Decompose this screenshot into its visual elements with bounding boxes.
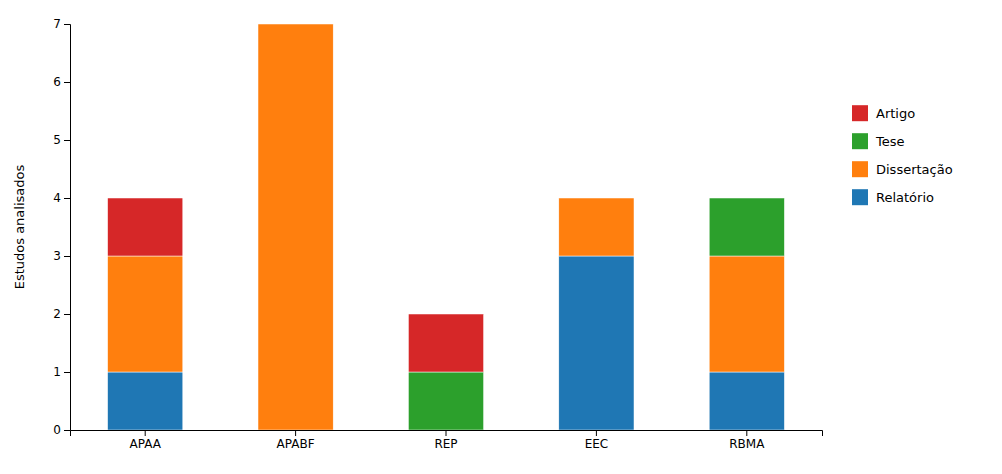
tick: 6	[53, 75, 70, 89]
tick-label: 4	[53, 191, 61, 205]
tick-label: 1	[53, 365, 61, 379]
bar	[258, 24, 333, 25]
bar	[408, 314, 483, 372]
tick-mark	[64, 430, 70, 431]
bars	[108, 24, 785, 430]
tick-label: REP	[434, 437, 457, 451]
legend-label: Tese	[875, 134, 905, 149]
tick-label: 3	[53, 249, 61, 263]
bar	[559, 256, 634, 430]
tick-label: EEC	[585, 437, 609, 451]
tick: RBMA	[729, 430, 765, 451]
tick-mark	[64, 314, 70, 315]
legend-label: Artigo	[876, 106, 915, 121]
tick-label: 2	[53, 307, 61, 321]
bar	[559, 198, 634, 199]
tick: APAA	[129, 430, 161, 451]
legend-item: Dissertação	[852, 161, 953, 177]
legend: Artigo Tese Dissertação Relatório	[852, 105, 953, 205]
series	[108, 256, 785, 430]
bar	[709, 372, 784, 430]
legend-item: Relatório	[852, 189, 934, 205]
tick-label: RBMA	[729, 437, 765, 451]
bar	[559, 198, 634, 256]
bar	[709, 198, 784, 256]
legend-swatch	[852, 105, 868, 121]
bar	[108, 372, 183, 430]
tick-label: 5	[53, 133, 61, 147]
plot: APAA APABF REP EEC RBMA 0 1 2 3 4 5 6 7 Estudos anali…	[12, 17, 823, 450]
series	[408, 198, 784, 430]
y-axis: 0 1 2 3 4 5 6 7	[53, 17, 70, 437]
tick: 5	[53, 133, 70, 147]
legend-label: Dissertação	[876, 162, 953, 177]
series	[108, 198, 484, 372]
bar	[709, 256, 784, 372]
legend-item: Artigo	[852, 105, 915, 121]
tick-mark	[64, 256, 70, 257]
legend-swatch	[852, 161, 868, 177]
legend-swatch	[852, 189, 868, 205]
tick: 3	[53, 249, 70, 263]
tick-label: APABF	[277, 437, 315, 451]
series	[108, 24, 785, 430]
tick-label: 0	[53, 423, 61, 437]
bar	[258, 24, 333, 430]
tick-mark	[64, 140, 70, 141]
tick: 0	[53, 423, 70, 437]
axis-line	[71, 431, 823, 437]
tick-mark	[64, 24, 70, 25]
x-axis: APAA APABF REP EEC RBMA	[71, 430, 823, 451]
axis-line	[64, 25, 71, 431]
bar	[559, 198, 634, 199]
legend-swatch	[852, 133, 868, 149]
tick: 2	[53, 307, 70, 321]
tick: 4	[53, 191, 70, 205]
tick-mark	[596, 430, 597, 436]
tick-label: 6	[53, 75, 61, 89]
legend-label: Relatório	[876, 190, 934, 205]
tick-mark	[446, 430, 447, 436]
tick-mark	[64, 372, 70, 373]
legend-item: Tese	[852, 133, 905, 149]
tick: REP	[434, 430, 457, 451]
tick-label: APAA	[129, 437, 161, 451]
tick-mark	[64, 198, 70, 199]
chart: APAA APABF REP EEC RBMA 0 1 2 3 4 5 6 7 Estudos anali…	[0, 0, 1002, 474]
tick: 1	[53, 365, 70, 379]
y-axis-title: Estudos analisados	[12, 165, 27, 290]
tick: 7	[53, 17, 70, 31]
bar	[258, 24, 333, 25]
bar	[408, 372, 483, 430]
tick-mark	[64, 82, 70, 83]
tick-mark	[295, 430, 296, 436]
tick-mark	[145, 430, 146, 436]
tick-label: 7	[53, 17, 61, 31]
tick: APABF	[277, 430, 315, 451]
tick: EEC	[585, 430, 609, 451]
bar	[108, 198, 183, 256]
bar	[709, 198, 784, 199]
tick-mark	[746, 430, 747, 436]
bar	[108, 256, 183, 372]
